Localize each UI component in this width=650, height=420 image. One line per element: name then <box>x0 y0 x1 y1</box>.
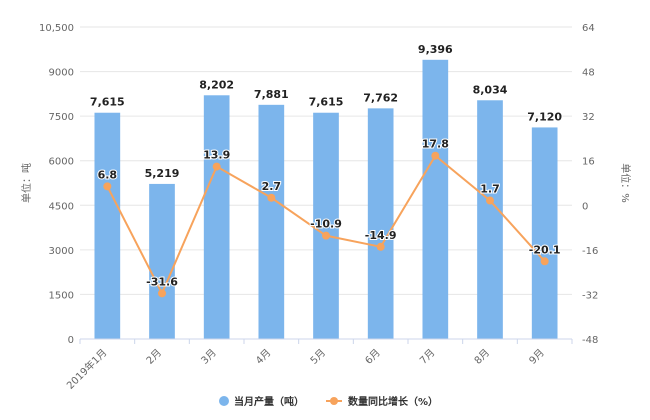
y-tick-label: 10,500 <box>39 23 74 34</box>
bar-data-label: 7,120 <box>527 110 562 123</box>
bar-data-label: 5,219 <box>145 167 180 180</box>
bar-data-label: 8,202 <box>199 78 234 91</box>
legend-label-bar: 当月产量（吨） <box>234 395 304 408</box>
y-tick-label: 6000 <box>49 157 74 168</box>
x-axis: 2019年1月 2月 3月 4月 5月 6月 7月 8月 9月 <box>64 338 573 392</box>
x-tick-label: 5月 <box>308 347 328 367</box>
line-data-label: 17.8 <box>422 138 449 151</box>
bar <box>422 59 449 340</box>
x-tick-label: 4月 <box>253 347 273 367</box>
x-tick-label: 7月 <box>417 347 437 367</box>
bar <box>203 95 230 339</box>
y2-tick-label: 48 <box>582 68 595 79</box>
bar-series: 7,615 5,219 8,202 7,881 7,615 7,762 9,396 8,034… <box>89 42 563 340</box>
y2-axis-title: 单位：% <box>619 163 632 203</box>
line-point <box>431 151 440 160</box>
line-data-label: -31.6 <box>146 275 178 288</box>
y-tick-label: 3000 <box>49 246 74 257</box>
bar <box>94 112 121 340</box>
line-point <box>103 182 112 191</box>
left-y-axis: 0 1500 3000 4500 6000 7500 9000 10,500 <box>39 23 74 346</box>
line-point <box>158 289 166 298</box>
bar <box>477 100 503 340</box>
line-point <box>486 196 494 205</box>
right-y-axis: -48 -32 -16 0 16 32 48 64 <box>582 23 598 346</box>
y2-tick-label: -32 <box>582 290 598 301</box>
bar-data-label: 7,615 <box>309 96 344 109</box>
bar <box>531 127 558 339</box>
line-point <box>212 162 221 171</box>
legend-label-line: 数量同比增长（%） <box>348 395 438 408</box>
x-tick-label: 2月 <box>144 347 164 367</box>
y2-tick-label: 32 <box>582 112 595 123</box>
line-point <box>322 231 330 240</box>
line-point <box>540 257 549 266</box>
y2-tick-label: -16 <box>582 246 598 257</box>
bar <box>313 112 339 340</box>
line-point <box>267 193 276 202</box>
y-tick-label: 0 <box>68 335 74 346</box>
line-data-label: 2.7 <box>262 180 282 193</box>
line-data-label: -20.1 <box>529 243 561 256</box>
x-tick-label: 3月 <box>199 347 219 367</box>
y-tick-label: 7500 <box>49 112 74 123</box>
bar-data-label: 7,615 <box>90 96 125 109</box>
bar-data-label: 9,396 <box>418 43 453 56</box>
bar-data-label: 8,034 <box>473 83 508 96</box>
bar-data-label: 7,762 <box>363 91 398 104</box>
line-data-label: -10.9 <box>310 218 342 231</box>
y-tick-label: 9000 <box>49 68 74 79</box>
legend-marker-bar <box>219 396 229 406</box>
legend: 当月产量（吨） 数量同比增长（%） <box>219 395 438 408</box>
line-series: 6.8 -31.6 13.9 2.7 -10.9 -14.9 17.8 1.7 -20.1 <box>97 137 562 298</box>
x-tick-label: 9月 <box>527 347 547 367</box>
y-tick-label: 4500 <box>49 201 74 212</box>
line-point <box>376 242 385 251</box>
y2-tick-label: 64 <box>582 23 595 34</box>
y2-tick-label: 0 <box>582 201 588 212</box>
bar <box>367 108 394 339</box>
legend-marker-line <box>330 397 338 405</box>
x-tick-label: 2019年1月 <box>64 346 110 392</box>
y2-tick-label: -48 <box>582 335 598 346</box>
line-data-label: 1.7 <box>480 183 500 196</box>
bar <box>258 104 285 339</box>
x-tick-label: 6月 <box>363 347 383 367</box>
y2-tick-label: 16 <box>582 157 595 168</box>
line-data-label: 13.9 <box>203 149 230 162</box>
line-data-label: -14.9 <box>365 229 397 242</box>
y-tick-label: 1500 <box>49 290 74 301</box>
bar <box>149 183 175 339</box>
line-data-label: 6.8 <box>98 168 118 181</box>
x-tick-label: 8月 <box>472 347 492 367</box>
bar-data-label: 7,881 <box>254 88 289 101</box>
y-axis-title: 单位：吨 <box>20 163 33 203</box>
